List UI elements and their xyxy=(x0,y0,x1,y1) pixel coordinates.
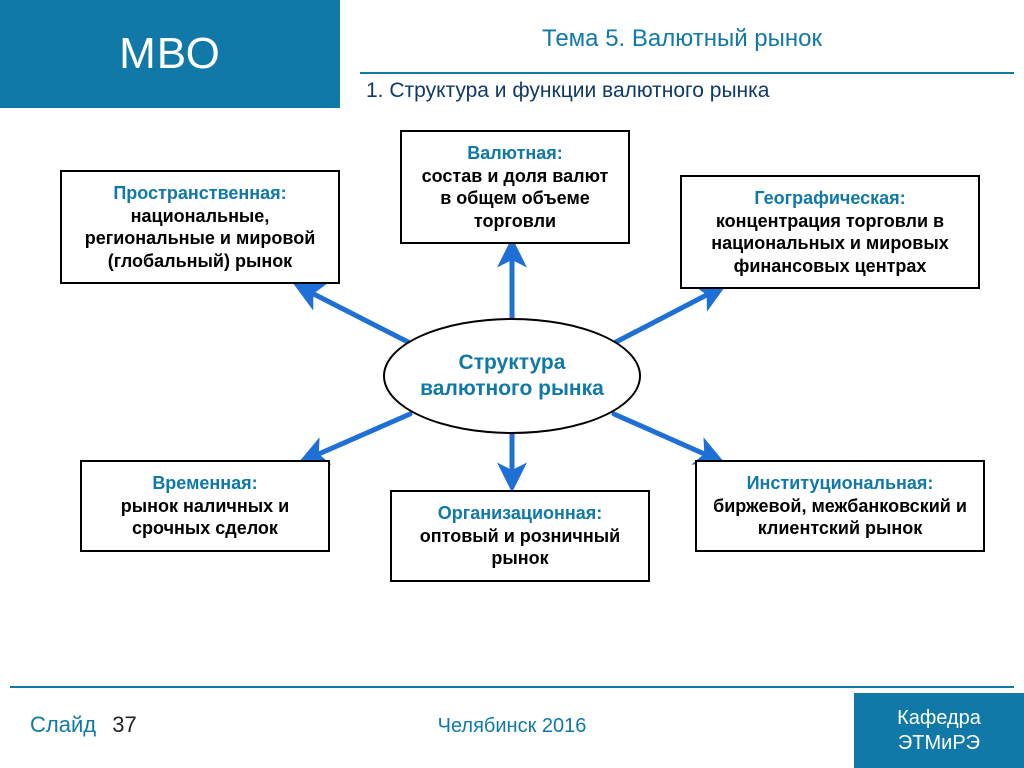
node-body: национальные, региональные и мировой (гл… xyxy=(74,205,326,273)
node-body: рынок наличных и срочных сделок xyxy=(94,495,316,540)
node-title: Пространственная: xyxy=(74,182,326,205)
node-br: Институциональная:биржевой, межбанковски… xyxy=(695,460,985,552)
center-line2: валютного рынка xyxy=(420,376,604,402)
arrow xyxy=(614,414,718,460)
footer-dept-line1: Кафедра xyxy=(897,706,981,731)
node-tl: Пространственная:национальные, региональ… xyxy=(60,170,340,284)
node-bl: Временная:рынок наличных и срочных сдело… xyxy=(80,460,330,552)
header-topic: Тема 5. Валютный рынок xyxy=(360,10,1004,68)
node-title: Географическая: xyxy=(694,187,966,210)
diagram-canvas: Структура валютного рынка Валютная:соста… xyxy=(0,120,1024,680)
node-title: Институциональная: xyxy=(709,472,971,495)
header-logo-text: МВО xyxy=(119,29,221,79)
node-title: Временная: xyxy=(94,472,316,495)
header-subtitle: 1. Структура и функции валютного рынка xyxy=(360,72,1014,108)
node-body: состав и доля валют в общем объеме торго… xyxy=(414,165,616,233)
node-body: концентрация торговли в национальных и м… xyxy=(694,210,966,278)
node-body: биржевой, межбанковский и клиентский рын… xyxy=(709,495,971,540)
node-title: Организационная: xyxy=(404,502,636,525)
node-title: Валютная: xyxy=(414,142,616,165)
node-tr: Географическая:концентрация торговли в н… xyxy=(680,175,980,289)
footer-dept-box: Кафедра ЭТМиРЭ xyxy=(854,693,1024,768)
arrow xyxy=(305,414,410,460)
footer-dept-line2: ЭТМиРЭ xyxy=(897,731,981,756)
node-body: оптовый и розничный рынок xyxy=(404,525,636,570)
center-line1: Структура xyxy=(420,350,604,376)
header-logo-box: МВО xyxy=(0,0,340,108)
footer-rule xyxy=(10,686,1014,688)
arrow xyxy=(616,288,720,342)
slide-root: МВО Тема 5. Валютный рынок 1. Структура … xyxy=(0,0,1024,768)
center-node: Структура валютного рынка xyxy=(383,318,641,434)
arrow xyxy=(300,287,408,342)
node-top: Валютная:состав и доля валют в общем объ… xyxy=(400,130,630,244)
node-bottom: Организационная:оптовый и розничный рыно… xyxy=(390,490,650,582)
